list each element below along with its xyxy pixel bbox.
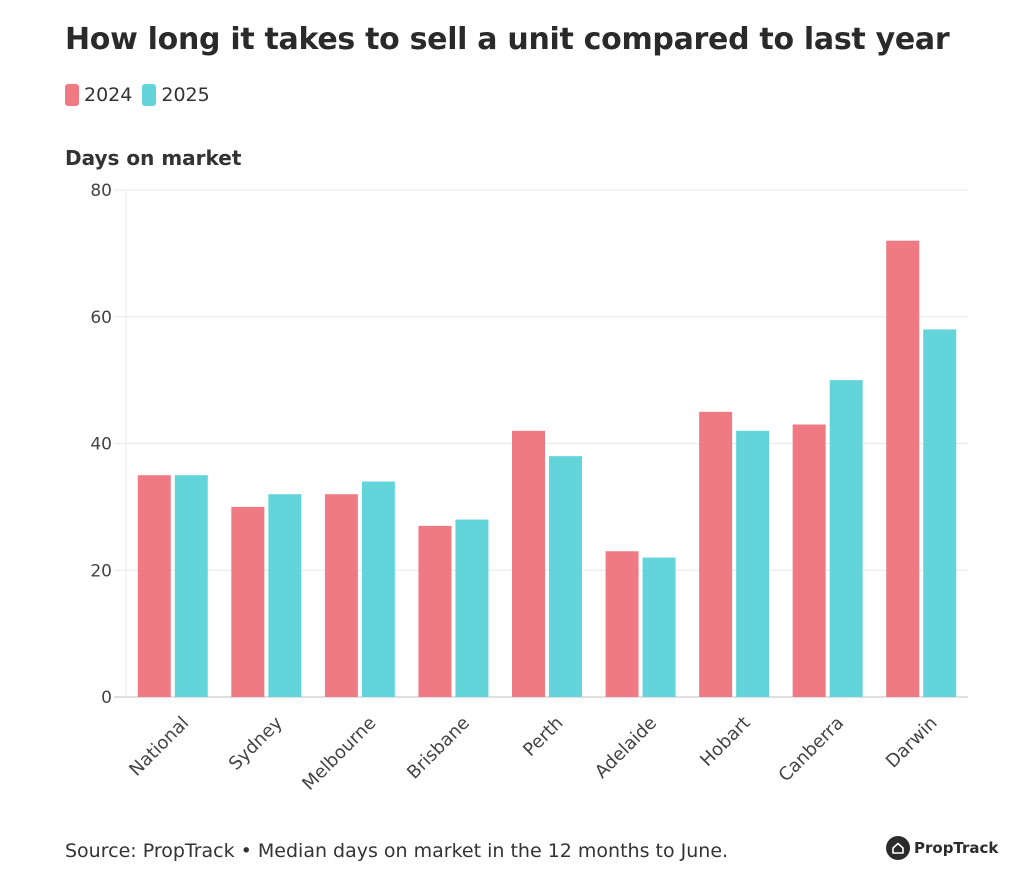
x-tick-label: Sydney (225, 712, 287, 774)
bar-2025-canberra (829, 380, 863, 697)
brand-name: PropTrack (914, 839, 999, 857)
y-tick-label: 40 (90, 435, 112, 455)
chart-title: How long it takes to sell a unit compare… (65, 22, 950, 57)
bar-2025-sydney (268, 494, 302, 697)
legend-swatch-2025 (142, 84, 157, 106)
x-tick-label: Canberra (775, 713, 849, 787)
legend-label-2024: 2024 (84, 84, 133, 106)
bar-2024-canberra (792, 424, 826, 697)
source-note: Source: PropTrack • Median days on marke… (65, 840, 729, 862)
bar-2025-darwin (923, 329, 957, 697)
y-axis-label: Days on market (65, 146, 242, 170)
bar-2025-national (174, 475, 208, 697)
y-tick-label: 20 (90, 561, 112, 581)
legend-swatch-2024 (65, 84, 79, 106)
x-tick-label: Adelaide (591, 713, 661, 783)
legend-item-2024: 2024 (65, 84, 132, 106)
bar-2024-adelaide (605, 551, 639, 697)
y-tick-label: 80 (90, 181, 112, 201)
bar-2024-sydney (231, 506, 265, 697)
bar-2025-hobart (736, 430, 770, 697)
x-tick-label: Melbourne (298, 713, 380, 795)
bar-2024-hobart (699, 411, 733, 697)
y-tick-label: 60 (90, 308, 112, 328)
x-tick-label: Hobart (696, 713, 754, 771)
legend-item-2025: 2025 (142, 84, 210, 106)
x-tick-label: Brisbane (403, 713, 474, 784)
bar-2024-national (137, 475, 171, 697)
bar-2025-perth (549, 456, 582, 697)
legend: 2024 2025 (65, 84, 220, 106)
bar-2025-brisbane (455, 519, 489, 697)
bar-2025-adelaide (642, 557, 676, 697)
bar-2024-perth (512, 430, 545, 697)
bar-2024-melbourne (324, 494, 358, 697)
bar-2025-melbourne (361, 481, 395, 697)
legend-label-2025: 2025 (161, 84, 210, 106)
bar-2024-darwin (886, 240, 920, 697)
proptrack-logo: PropTrack (886, 836, 998, 860)
y-tick-label: 0 (101, 688, 112, 708)
bar-2024-brisbane (418, 525, 452, 697)
house-icon (886, 836, 910, 860)
x-tick-label: Darwin (882, 713, 942, 773)
x-tick-label: Perth (519, 713, 567, 761)
x-tick-label: National (125, 713, 193, 781)
